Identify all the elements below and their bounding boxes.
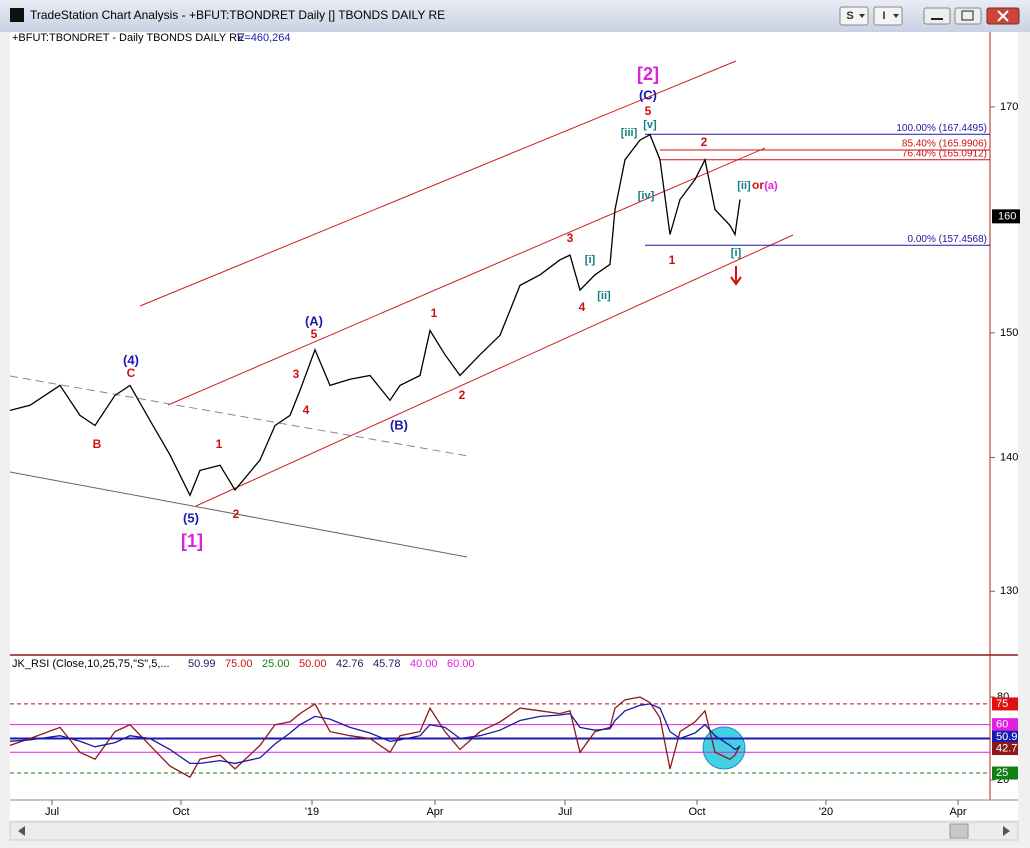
channel-line [139, 60, 737, 307]
app-icon [10, 8, 24, 22]
indicator-value: 25.00 [262, 658, 290, 670]
wave-label: [1] [181, 531, 203, 551]
wave-label: [i] [585, 254, 596, 266]
wave-label: [iv] [638, 190, 655, 202]
wave-label: 4 [579, 300, 586, 314]
fib-label: 85.40% (165.9906) [902, 139, 987, 150]
axis-marker-label: 50.9 [996, 731, 1017, 743]
wave-label: 2 [233, 507, 240, 521]
i-button[interactable] [873, 6, 903, 26]
wave-label: 3 [293, 367, 300, 381]
indicator-value: 45.78 [373, 658, 401, 670]
last-price-label: 160 [998, 210, 1016, 222]
wave-label: 5 [645, 104, 652, 118]
fib-label: 100.00% (167.4495) [896, 123, 987, 134]
channel-line [167, 147, 766, 406]
axis-marker-label: 75 [996, 698, 1008, 710]
axis-marker-label: 60 [996, 719, 1008, 731]
rsi-line [9, 696, 741, 779]
fib-label: 76.40% (165.0912) [902, 148, 987, 159]
indicator-value: 50.00 [299, 658, 327, 670]
scrollbar[interactable] [9, 821, 1019, 841]
axis-marker [992, 730, 1018, 744]
axis-marker-label: 25 [996, 767, 1008, 779]
x-tick-label: Jul [558, 806, 572, 818]
trend-line [9, 471, 468, 558]
dropdown-arrow [859, 14, 865, 18]
x-tick-label: Oct [172, 806, 189, 818]
wave-label: 5 [311, 327, 318, 341]
wave-label: (A) [305, 313, 323, 328]
x-tick-label: '20 [819, 806, 833, 818]
indicator-header: JK_RSI (Close,10,25,75,"S",5,... [12, 658, 170, 670]
wave-label: [2] [637, 64, 659, 84]
channel-line [195, 234, 794, 507]
x-tick-label: Apr [949, 806, 966, 818]
restore-button[interactable] [954, 7, 982, 25]
axis-marker [992, 718, 1018, 732]
wave-label: 1 [669, 253, 676, 267]
wave-label: 4 [303, 403, 310, 417]
wave-label: B [93, 437, 102, 451]
y-tick-label: 150 [1000, 327, 1018, 339]
wave-label: (C) [639, 87, 657, 102]
x-tick-label: '19 [305, 806, 319, 818]
wave-label: 1 [431, 306, 438, 320]
wave-label: [ii] [737, 180, 751, 192]
wave-label: (4) [123, 352, 139, 367]
chart-header: +BFUT:TBONDRET - Daily TBONDS DAILY RE [12, 32, 244, 44]
indicator-value: 75.00 [225, 658, 253, 670]
s-button[interactable] [839, 6, 869, 26]
indicator-value: 60.00 [447, 658, 475, 670]
dropdown-arrow [893, 14, 899, 18]
wave-label: (a) [764, 180, 778, 192]
x-tick-label: Apr [426, 806, 443, 818]
wave-label: [ii] [597, 290, 611, 302]
wave-label: 2 [701, 135, 708, 149]
last-price-box [992, 209, 1020, 224]
minimize-button[interactable] [923, 7, 951, 25]
scroll-thumb[interactable] [949, 823, 969, 839]
wave-label: 2 [459, 388, 466, 402]
wave-label: [iii] [621, 127, 638, 139]
axis-marker-label: 42.7 [996, 742, 1017, 754]
indicator-value: 40.00 [410, 658, 438, 670]
scroll-left[interactable] [18, 826, 25, 836]
close-icon [997, 10, 1009, 22]
y-tick-label: 130 [1000, 585, 1018, 597]
axis-marker [992, 766, 1018, 780]
x-tick-label: Jul [45, 806, 59, 818]
wave-label: 1 [216, 437, 223, 451]
rsi-line [9, 703, 741, 765]
indicator-value: 50.99 [188, 658, 216, 670]
wave-label: [i] [731, 247, 742, 259]
s-button-label: S [846, 10, 853, 22]
chart-area [10, 32, 1018, 820]
wave-label: 3 [567, 231, 574, 245]
price-line [9, 133, 741, 497]
restore-icon [961, 10, 974, 21]
scroll-right[interactable] [1003, 826, 1010, 836]
wave-label: (B) [390, 417, 408, 432]
axis-marker [992, 697, 1018, 711]
wave-label: C [127, 366, 136, 380]
indicator-value: 42.76 [336, 658, 364, 670]
i-button-label: I [882, 10, 885, 22]
y-tick-label: 140 [1000, 451, 1018, 463]
volume-label: V=460,264 [237, 32, 291, 44]
window-title: TradeStation Chart Analysis - +BFUT:TBON… [30, 8, 445, 22]
axis-marker [992, 742, 1018, 756]
wave-label: [v] [643, 119, 657, 131]
x-tick-label: Oct [688, 806, 705, 818]
wave-label: or [752, 178, 764, 192]
down-arrow [730, 266, 742, 286]
y-tick-label: 170 [1000, 101, 1018, 113]
wave-label: (5) [183, 510, 199, 525]
fib-label: 0.00% (157.4568) [907, 234, 987, 245]
